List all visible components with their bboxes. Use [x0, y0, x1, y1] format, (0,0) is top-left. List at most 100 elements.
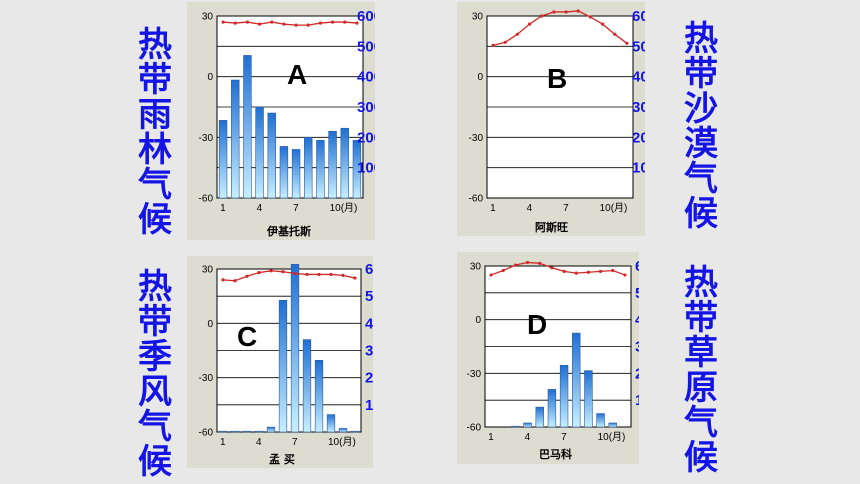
temp-tick-label: 0	[475, 315, 481, 326]
temp-tick-label: -60	[199, 428, 214, 439]
temperature-point	[341, 273, 345, 277]
month-tick-label: 1	[488, 432, 494, 443]
chart-letter: D	[527, 309, 547, 340]
temperature-point	[305, 272, 309, 277]
precip-bar	[290, 264, 300, 433]
month-tick-label: 7	[561, 432, 567, 443]
precip-bar	[255, 106, 264, 199]
temperature-point	[221, 20, 225, 24]
precip-tick-label: 100	[635, 392, 639, 409]
temperature-point	[245, 20, 250, 24]
precip-bar	[302, 339, 312, 433]
climate-title-a: 热带雨林气候	[138, 25, 172, 240]
temperature-point	[293, 271, 297, 276]
month-tick-label: 4	[256, 437, 262, 448]
temperature-point	[329, 272, 333, 277]
station-name: 阿斯旺	[535, 220, 568, 234]
temperature-point	[233, 279, 237, 283]
temperature-point	[233, 21, 237, 25]
temp-tick-label: -30	[199, 133, 214, 144]
precip-tick-label: 200	[357, 129, 375, 146]
temperature-point	[550, 266, 554, 270]
temperature-point	[598, 269, 603, 273]
temperature-point	[270, 20, 274, 24]
temperature-point	[513, 263, 518, 267]
temp-tick-label: 30	[202, 265, 214, 276]
month-tick-label: 7	[293, 203, 299, 214]
temperature-point	[245, 274, 249, 278]
precip-bar	[218, 120, 228, 199]
precip-bar	[304, 137, 313, 199]
temp-tick-label: 0	[207, 319, 213, 330]
temperature-point	[318, 21, 323, 25]
precip-bar	[316, 140, 325, 199]
precip-tick-label: 500	[632, 38, 645, 55]
precip-tick-label: 400	[632, 69, 645, 86]
temperature-point	[538, 261, 542, 265]
temperature-point	[540, 14, 544, 18]
chart-letter: B	[547, 63, 567, 94]
precip-bar	[278, 299, 288, 433]
precip-tick-label: 600	[635, 258, 639, 275]
precip-tick-label: 400	[357, 69, 375, 86]
precip-bar	[350, 430, 360, 433]
temp-tick-label: -30	[469, 133, 484, 144]
precip-bar	[340, 127, 349, 199]
month-tick-label: 7	[563, 203, 569, 214]
station-name: 孟 买	[269, 452, 295, 466]
temperature-point	[294, 23, 298, 27]
temperature-point	[257, 271, 261, 275]
month-tick-label: 10(月)	[600, 202, 628, 214]
temperature-point	[343, 20, 347, 24]
month-tick-label: 1	[490, 203, 496, 214]
temperature-point	[576, 9, 580, 13]
precip-bar	[230, 430, 240, 433]
month-tick-label: 1	[220, 203, 226, 214]
temperature-point	[501, 268, 505, 273]
temperature-point	[625, 41, 629, 45]
precip-bar	[572, 332, 581, 428]
precip-bar	[547, 389, 557, 428]
precip-tick-label: 600	[632, 8, 645, 25]
precip-bar	[254, 430, 264, 433]
precip-tick-label: 300	[632, 99, 645, 116]
precip-tick-label: 400	[635, 312, 639, 329]
temperature-point	[257, 22, 262, 26]
precip-bar	[511, 425, 520, 428]
temperature-point	[552, 10, 556, 14]
precip-tick-label: 300	[635, 339, 639, 356]
temp-tick-label: 30	[472, 12, 484, 23]
precip-tick-label: 200	[365, 370, 373, 387]
precip-tick-label: 200	[635, 365, 639, 382]
climate-title-c: 热带季风气候	[138, 267, 172, 482]
temperature-point	[515, 32, 520, 36]
climate-title-d: 热带草原气候	[684, 263, 718, 478]
climate-chart-c: 300-30-6060050040030020010014710(月)C孟 买	[187, 256, 373, 468]
station-name: 伊基托斯	[266, 224, 311, 238]
temperature-point	[353, 276, 357, 280]
temperature-point	[221, 278, 225, 282]
temperature-point	[282, 22, 286, 26]
precip-bar	[559, 364, 569, 428]
temperature-point	[317, 272, 321, 277]
precip-tick-label: 500	[635, 285, 639, 302]
precip-bar	[266, 426, 276, 433]
month-tick-label: 4	[527, 203, 533, 214]
temperature-point	[586, 270, 591, 274]
temperature-point	[611, 268, 615, 273]
temperature-point	[489, 273, 493, 277]
precip-tick-label: 300	[365, 343, 373, 360]
precip-tick-label: 500	[365, 288, 373, 305]
precip-bar	[231, 79, 240, 199]
precip-bar	[218, 430, 228, 433]
chart-letter: A	[287, 59, 307, 90]
precip-bar	[328, 130, 337, 199]
temperature-point	[527, 22, 532, 26]
temperature-point	[491, 43, 495, 47]
chart-letter: C	[237, 321, 257, 352]
